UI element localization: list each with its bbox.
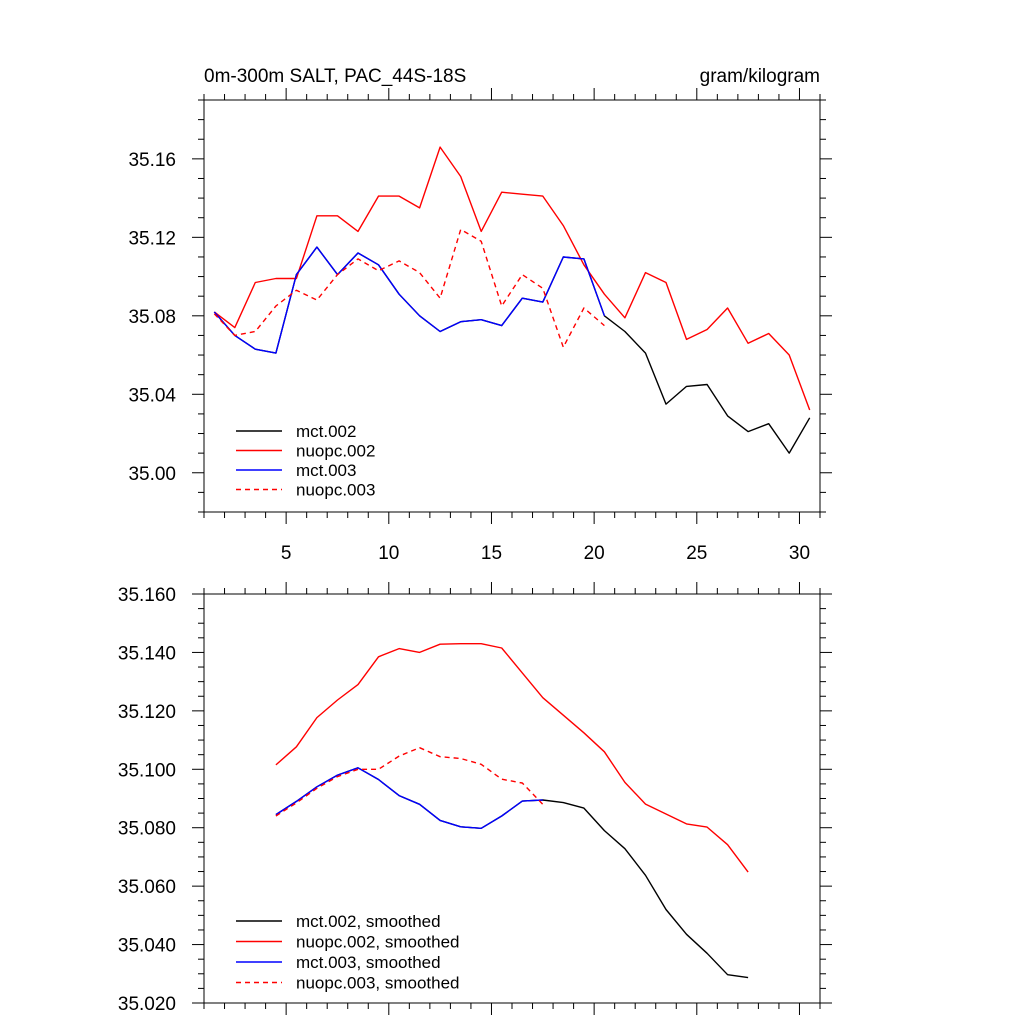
chart-units: gram/kilogram xyxy=(700,66,820,87)
x-tick-label: 25 xyxy=(686,543,707,564)
legend-label: mct.002 xyxy=(296,422,356,441)
y-tick-label: 35.16 xyxy=(128,150,176,171)
y-tick-label: 35.080 xyxy=(118,819,176,840)
legend-label: nuopc.002 xyxy=(296,442,375,461)
legend-label: nuopc.003, smoothed xyxy=(296,974,460,993)
y-tick-label: 35.060 xyxy=(118,877,176,898)
y-tick-label: 35.00 xyxy=(128,464,176,485)
x-tick-label: 10 xyxy=(378,543,399,564)
plot-frame xyxy=(203,593,821,1004)
x-tick-label: 5 xyxy=(281,543,292,564)
legend-label: mct.002, smoothed xyxy=(296,912,441,931)
y-tick-label: 35.04 xyxy=(128,385,176,406)
top-chart-panel: 0m-300m SALT, PAC_44S-18S gram/kilogram … xyxy=(128,66,832,564)
y-tick-label: 35.100 xyxy=(118,760,176,781)
y-tick-label: 35.020 xyxy=(118,994,176,1015)
series-line xyxy=(213,228,605,348)
y-tick-label: 35.08 xyxy=(128,307,176,328)
series-line xyxy=(213,146,811,411)
series-line xyxy=(275,767,543,829)
y-tick-label: 35.120 xyxy=(118,702,176,723)
bottom-chart-panel: 35.020 35.040 35.060 35.080 35.100 35.120 35.1… xyxy=(118,582,832,1015)
y-tick-label: 35.140 xyxy=(118,643,176,664)
legend-label: nuopc.003 xyxy=(296,481,375,500)
y-tick-label: 35.12 xyxy=(128,228,176,249)
legend-label: mct.003 xyxy=(296,461,356,480)
series-line xyxy=(213,246,606,354)
legend-label: nuopc.002, smoothed xyxy=(296,933,460,952)
series-line xyxy=(275,643,749,873)
chart-title: 0m-300m SALT, PAC_44S-18S xyxy=(204,66,466,87)
plot-frame xyxy=(203,99,821,513)
x-tick-label: 20 xyxy=(584,543,605,564)
series-line xyxy=(275,747,544,817)
y-tick-label: 35.160 xyxy=(118,585,176,606)
x-tick-label: 30 xyxy=(789,543,810,564)
y-tick-label: 35.040 xyxy=(118,936,176,957)
x-tick-label: 15 xyxy=(481,543,502,564)
legend-label: mct.003, smoothed xyxy=(296,953,441,972)
